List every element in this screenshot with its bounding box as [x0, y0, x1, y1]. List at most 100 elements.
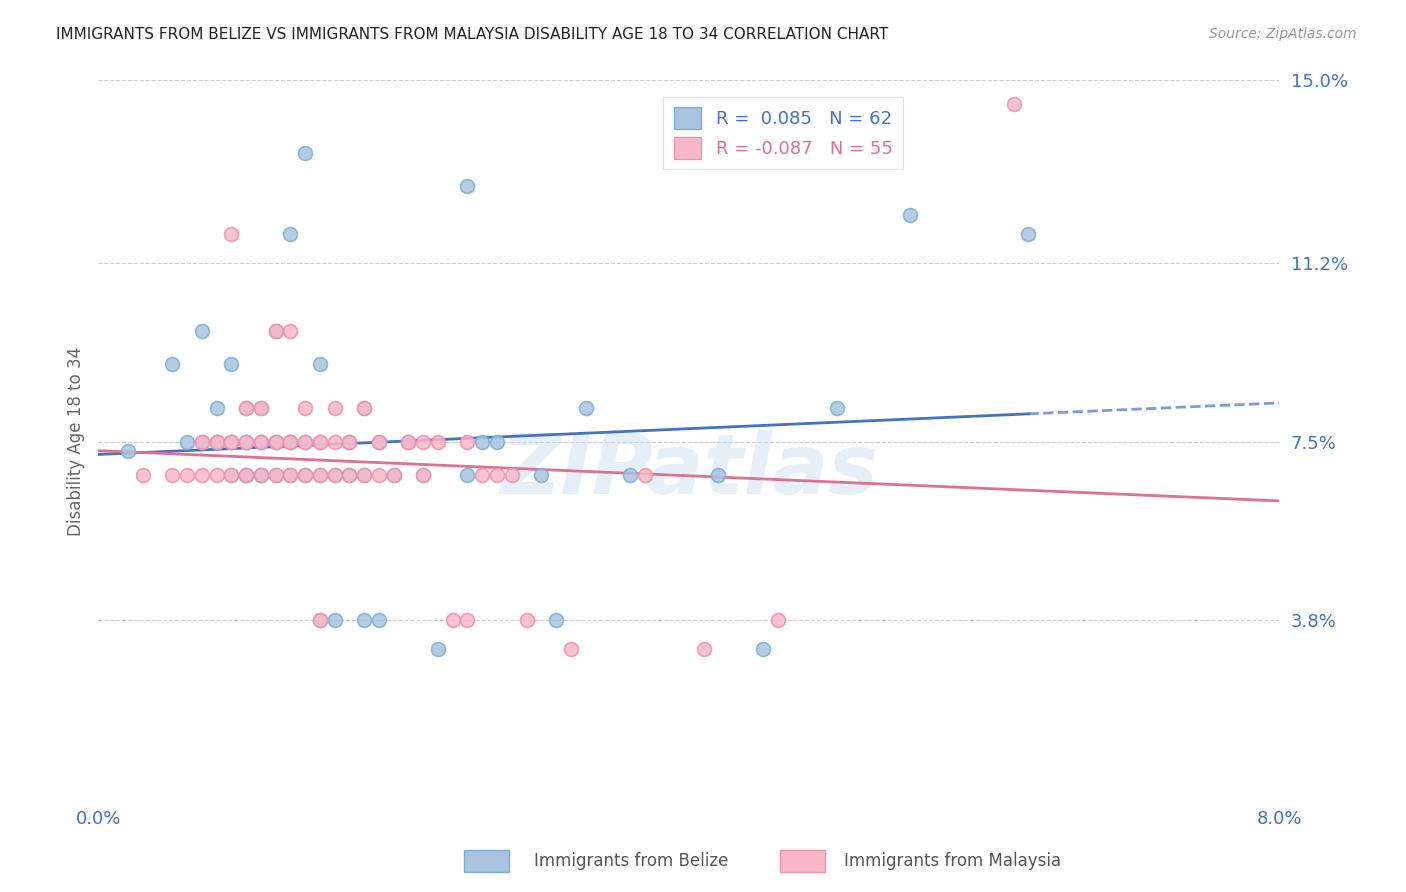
Point — [471, 434, 494, 449]
Text: ZIPatlas: ZIPatlas — [501, 430, 877, 511]
Point — [176, 434, 198, 449]
Point — [1002, 97, 1025, 112]
Point — [309, 358, 332, 372]
Point — [294, 434, 316, 449]
Point — [1018, 227, 1040, 242]
Point — [309, 468, 332, 483]
Point — [323, 613, 346, 627]
Point — [353, 613, 375, 627]
Point — [280, 434, 302, 449]
Point — [309, 434, 332, 449]
Point — [250, 468, 273, 483]
Point — [250, 401, 273, 415]
Point — [353, 468, 375, 483]
Point — [382, 468, 405, 483]
Text: Immigrants from Malaysia: Immigrants from Malaysia — [844, 852, 1060, 870]
Point — [294, 468, 316, 483]
Point — [294, 468, 316, 483]
Point — [221, 468, 243, 483]
Y-axis label: Disability Age 18 to 34: Disability Age 18 to 34 — [66, 347, 84, 536]
Point — [280, 434, 302, 449]
Point — [693, 641, 716, 656]
Point — [205, 434, 228, 449]
Point — [501, 468, 523, 483]
Point — [294, 434, 316, 449]
Point — [368, 613, 391, 627]
Point — [221, 434, 243, 449]
Point — [427, 434, 450, 449]
Point — [294, 145, 316, 160]
Point — [900, 208, 922, 222]
Point — [546, 613, 568, 627]
Point — [264, 468, 287, 483]
Point — [353, 468, 375, 483]
Point — [707, 468, 730, 483]
Point — [162, 358, 183, 372]
Point — [250, 434, 273, 449]
Point — [250, 434, 273, 449]
Point — [339, 434, 361, 449]
Point — [560, 641, 582, 656]
Point — [264, 468, 287, 483]
Point — [382, 468, 405, 483]
Point — [221, 434, 243, 449]
Point — [427, 641, 450, 656]
Point — [368, 434, 391, 449]
Point — [176, 468, 198, 483]
Point — [457, 434, 479, 449]
Point — [235, 401, 257, 415]
Point — [264, 434, 287, 449]
Point — [825, 401, 848, 415]
Point — [339, 468, 361, 483]
Point — [205, 434, 228, 449]
Point — [221, 358, 243, 372]
Point — [457, 179, 479, 194]
Point — [280, 468, 302, 483]
Point — [250, 401, 273, 415]
Point — [766, 613, 789, 627]
Point — [309, 434, 332, 449]
Point — [191, 434, 214, 449]
Point — [339, 434, 361, 449]
Point — [221, 434, 243, 449]
Point — [280, 227, 302, 242]
Point — [132, 468, 155, 483]
Point — [471, 468, 494, 483]
Point — [412, 434, 434, 449]
Point — [205, 434, 228, 449]
Point — [294, 401, 316, 415]
Point — [309, 613, 332, 627]
Point — [235, 401, 257, 415]
Point — [339, 468, 361, 483]
Point — [634, 468, 657, 483]
Text: IMMIGRANTS FROM BELIZE VS IMMIGRANTS FROM MALAYSIA DISABILITY AGE 18 TO 34 CORRE: IMMIGRANTS FROM BELIZE VS IMMIGRANTS FRO… — [56, 27, 889, 42]
Point — [280, 324, 302, 338]
Point — [309, 613, 332, 627]
Point — [264, 434, 287, 449]
Point — [323, 468, 346, 483]
Point — [235, 434, 257, 449]
Point — [191, 434, 214, 449]
Point — [412, 468, 434, 483]
Point — [368, 434, 391, 449]
Point — [516, 613, 538, 627]
Point — [235, 468, 257, 483]
Point — [264, 324, 287, 338]
Point — [221, 434, 243, 449]
Point — [221, 468, 243, 483]
Point — [191, 468, 214, 483]
Point — [117, 444, 139, 458]
Point — [250, 468, 273, 483]
Point — [309, 468, 332, 483]
Point — [191, 324, 214, 338]
Point — [575, 401, 598, 415]
Point — [353, 401, 375, 415]
Point — [752, 641, 775, 656]
Point — [235, 434, 257, 449]
Point — [235, 434, 257, 449]
Point — [205, 401, 228, 415]
Point — [264, 324, 287, 338]
Point — [221, 227, 243, 242]
Legend: R =  0.085   N = 62, R = -0.087   N = 55: R = 0.085 N = 62, R = -0.087 N = 55 — [664, 96, 904, 169]
Text: Immigrants from Belize: Immigrants from Belize — [534, 852, 728, 870]
